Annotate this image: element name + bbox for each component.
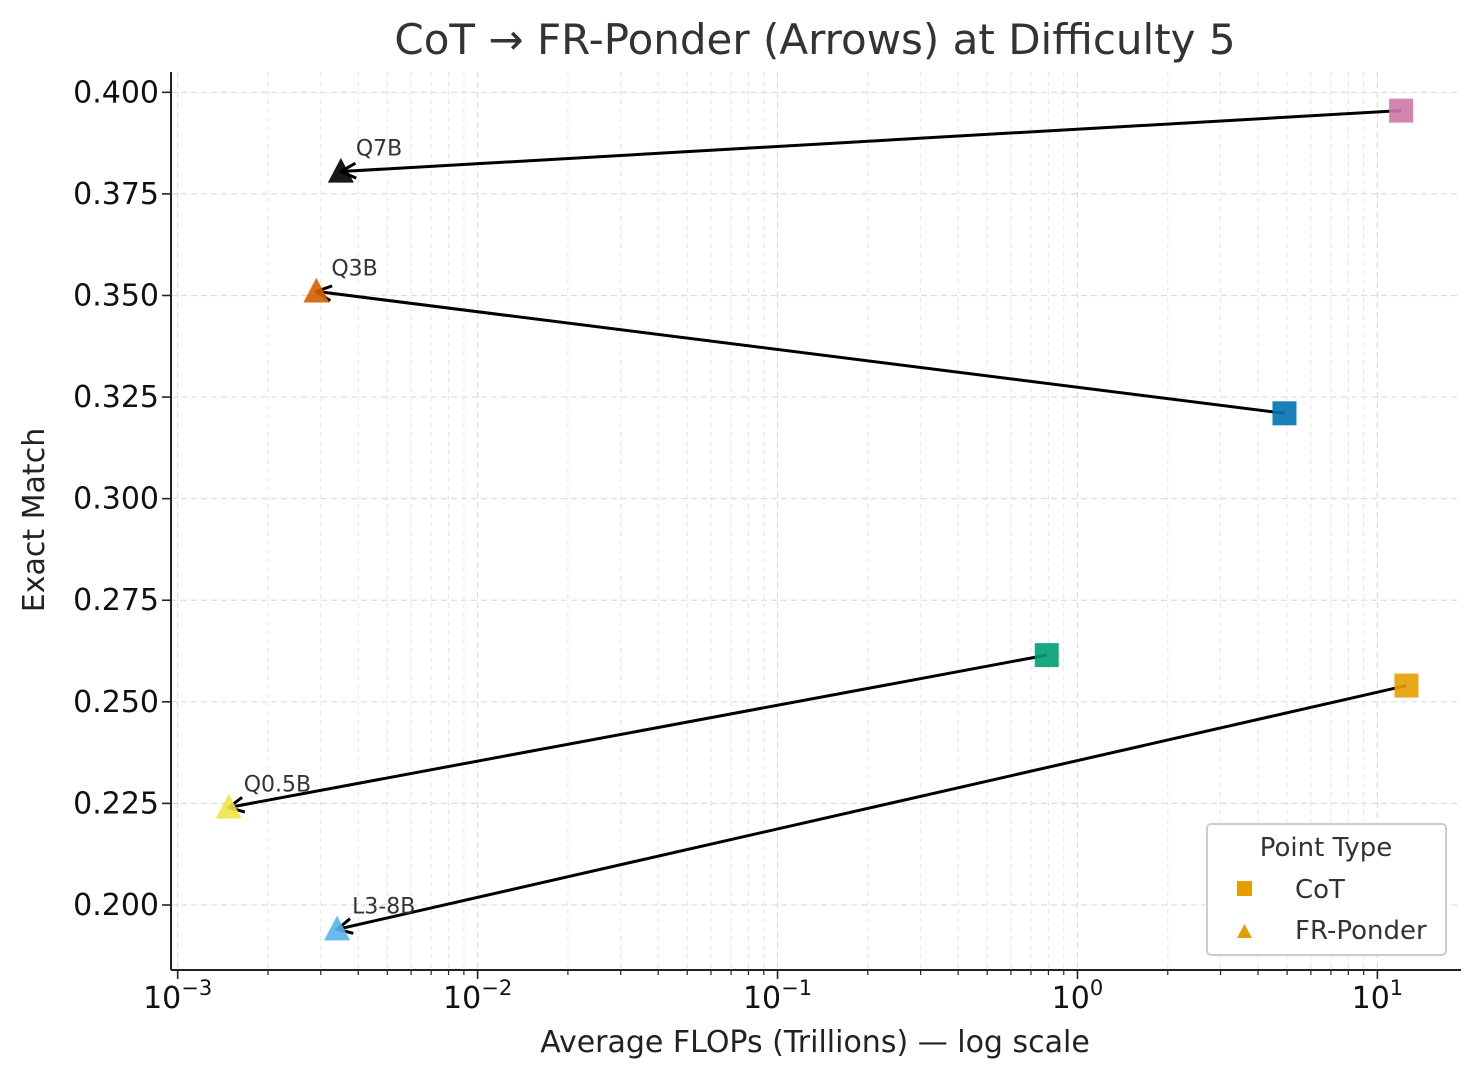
- y-tick-label: 0.250: [73, 685, 159, 720]
- legend-marker-fr-ponder: [1237, 924, 1252, 938]
- y-tick-label: 0.375: [73, 177, 159, 212]
- grid: [171, 72, 1461, 970]
- fr-ponder-marker-q7b: [327, 157, 354, 183]
- cot-marker-q7b: [1389, 98, 1414, 123]
- axes: [170, 72, 1461, 971]
- fr-ponder-marker-q3b: [303, 277, 330, 303]
- x-tick-label: 10−3: [143, 976, 212, 1016]
- x-tick-label: 100: [1052, 976, 1104, 1016]
- arrow-q0-5b: [229, 653, 1048, 807]
- y-axis-title: Exact Match: [17, 428, 52, 612]
- point-label-q7b: Q7B: [356, 137, 402, 162]
- point-label-q3b: Q3B: [331, 256, 377, 281]
- cot-marker-q3b: [1272, 401, 1297, 426]
- arrow-l3-8b: [337, 684, 1407, 930]
- chart-title: CoT → FR-Ponder (Arrows) at Difficulty 5: [394, 15, 1235, 64]
- ticks: 10−3 10−2 10−1 100 101 0.200 0.225 0.250 0.275 0.…: [73, 75, 1403, 1016]
- y-tick-label: 0.400: [73, 75, 159, 110]
- legend-title: Point Type: [1260, 833, 1393, 863]
- points: [215, 98, 1419, 941]
- y-tick-label: 0.325: [73, 380, 159, 415]
- legend: Point Type CoT FR-Ponder: [1206, 823, 1447, 956]
- legend-label-fr-ponder: FR-Ponder: [1295, 916, 1427, 946]
- arrow-q3b: [316, 291, 1285, 415]
- legend-marker-cot: [1237, 881, 1252, 896]
- x-axis-title: Average FLOPs (Trillions) — log scale: [540, 1025, 1090, 1060]
- legend-box: [1206, 823, 1447, 956]
- cot-marker-q0-5b: [1034, 643, 1059, 668]
- x-tick-label: 10−2: [443, 976, 512, 1016]
- fr-ponder-marker-l3-8b: [324, 915, 351, 941]
- y-tick-label: 0.200: [73, 888, 159, 923]
- y-tick-label: 0.225: [73, 786, 159, 821]
- arrow-q7b: [341, 109, 1402, 172]
- y-tick-label: 0.300: [73, 482, 159, 517]
- point-labels: Q7B Q3B Q0.5B L3-8B: [244, 137, 416, 920]
- fr-ponder-marker-q0-5b: [215, 793, 242, 819]
- y-tick-label: 0.275: [73, 583, 159, 618]
- legend-label-cot: CoT: [1295, 875, 1345, 905]
- arrows: [229, 109, 1407, 930]
- cot-marker-l3-8b: [1394, 673, 1419, 698]
- y-tick-label: 0.350: [73, 278, 159, 313]
- point-label-q0-5b: Q0.5B: [244, 772, 311, 797]
- point-label-l3-8b: L3-8B: [352, 894, 415, 919]
- x-tick-label: 101: [1352, 976, 1404, 1016]
- x-tick-label: 10−1: [743, 976, 812, 1016]
